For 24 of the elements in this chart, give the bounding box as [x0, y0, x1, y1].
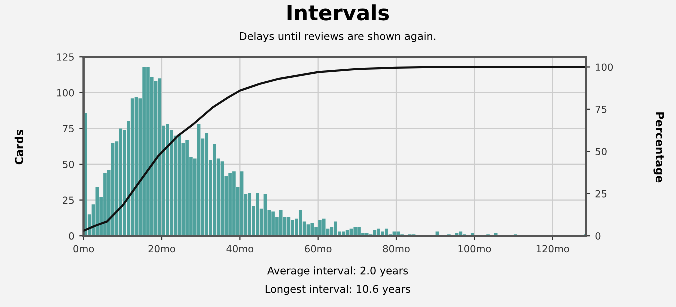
y-tick-label: 75 [63, 125, 74, 133]
y-tick-label: 100 [57, 89, 74, 97]
text: Longest interval: 10.6 years [266, 285, 411, 296]
y2-axis-title: Percentage [654, 112, 664, 183]
y2-tick-label: 25 [596, 190, 607, 198]
x-tick-label: 120mo [536, 245, 570, 253]
y2-tick-label: 50 [596, 148, 607, 156]
x-tick-label: 60mo [305, 245, 332, 253]
x-tick-label: 0mo [74, 245, 94, 253]
chart-subtitle: Delays until reviews are shown again. [240, 32, 436, 42]
y2-tick-label: 100 [596, 64, 614, 72]
y-axis-title: Cards [14, 130, 24, 165]
y2-tick-label: 0 [596, 232, 601, 240]
x-tick-label: 80mo [383, 245, 410, 253]
x-tick-label: 20mo [148, 245, 176, 253]
y-tick-label: 0 [69, 232, 74, 240]
x-tick-label: 100mo [458, 245, 492, 253]
chart-title: Intervals [288, 4, 390, 21]
y-tick-label: 50 [63, 160, 74, 168]
x-tick-label: 40mo [226, 245, 254, 253]
y2-tick-label: 75 [596, 106, 607, 114]
text: Average interval: 2.0 years [268, 266, 408, 277]
y-tick-label: 25 [63, 196, 74, 204]
y-tick-label: 125 [57, 54, 74, 61]
